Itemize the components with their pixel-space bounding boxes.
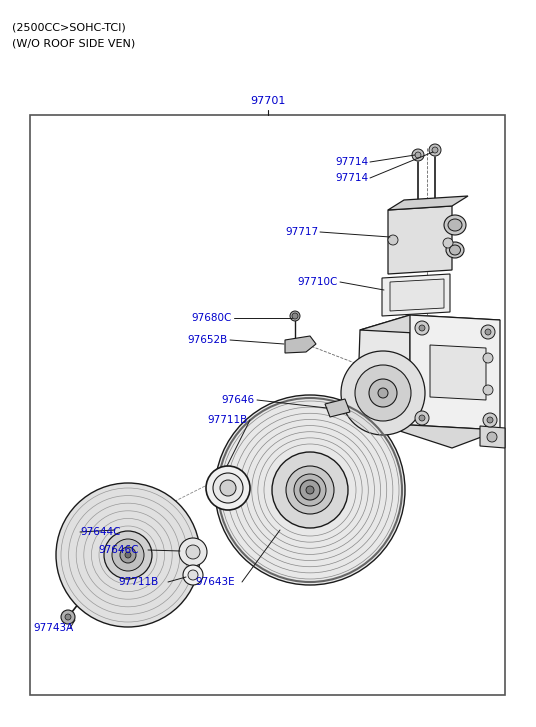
Circle shape [415,321,429,335]
Polygon shape [410,315,500,430]
Circle shape [56,483,200,627]
Text: 97701: 97701 [250,96,286,106]
Polygon shape [360,315,500,335]
Circle shape [290,311,300,321]
Circle shape [188,570,198,580]
Circle shape [125,552,131,558]
Circle shape [388,235,398,245]
Ellipse shape [444,215,466,235]
Circle shape [300,480,320,500]
Circle shape [483,413,497,427]
Circle shape [483,353,493,363]
Circle shape [485,329,491,335]
Circle shape [206,466,250,510]
Text: 97710C: 97710C [297,277,338,287]
Text: 97646C: 97646C [98,545,138,555]
Text: (W/O ROOF SIDE VEN): (W/O ROOF SIDE VEN) [12,38,135,48]
Text: 97652B: 97652B [188,335,228,345]
Circle shape [419,415,425,421]
Circle shape [61,610,75,624]
Circle shape [483,385,493,395]
Polygon shape [285,336,316,353]
Text: 97711B: 97711B [208,415,248,425]
Circle shape [104,531,152,579]
Circle shape [429,144,441,156]
Circle shape [443,238,453,248]
Polygon shape [382,274,450,316]
Text: 97717: 97717 [285,227,318,237]
Circle shape [120,547,136,563]
Circle shape [487,432,497,442]
Circle shape [378,388,388,398]
Circle shape [412,149,424,161]
Circle shape [369,379,397,407]
Ellipse shape [450,245,460,255]
Circle shape [292,313,298,319]
Polygon shape [325,399,350,417]
Circle shape [179,538,207,566]
Polygon shape [390,279,444,311]
Circle shape [183,565,203,585]
Circle shape [481,325,495,339]
Circle shape [306,486,314,494]
Circle shape [487,417,493,423]
Circle shape [272,452,348,528]
Text: 97644C: 97644C [80,527,121,537]
Circle shape [215,395,405,585]
Circle shape [65,614,71,620]
Circle shape [220,480,236,496]
Circle shape [415,152,421,158]
Polygon shape [480,426,505,448]
Polygon shape [430,345,486,400]
Ellipse shape [446,242,464,258]
Polygon shape [388,196,468,210]
Circle shape [415,411,429,425]
Polygon shape [360,418,500,448]
Text: 97743A: 97743A [33,623,73,633]
Bar [30,115,505,695]
Text: (2500CC>SOHC-TCI): (2500CC>SOHC-TCI) [12,22,126,32]
Text: 97680C: 97680C [192,313,232,323]
Circle shape [341,351,425,435]
Circle shape [112,539,144,571]
Circle shape [432,147,438,153]
Circle shape [355,365,411,421]
Text: 97714: 97714 [335,157,368,167]
Circle shape [419,325,425,331]
Circle shape [294,474,326,506]
Circle shape [213,473,243,503]
Text: 97646: 97646 [222,395,255,405]
Polygon shape [358,315,410,390]
Text: 97711B: 97711B [118,577,158,587]
Circle shape [186,545,200,559]
Text: 97643E: 97643E [195,577,235,587]
Text: 97714: 97714 [335,173,368,183]
Circle shape [286,466,334,514]
Polygon shape [388,206,452,274]
Ellipse shape [448,219,462,231]
